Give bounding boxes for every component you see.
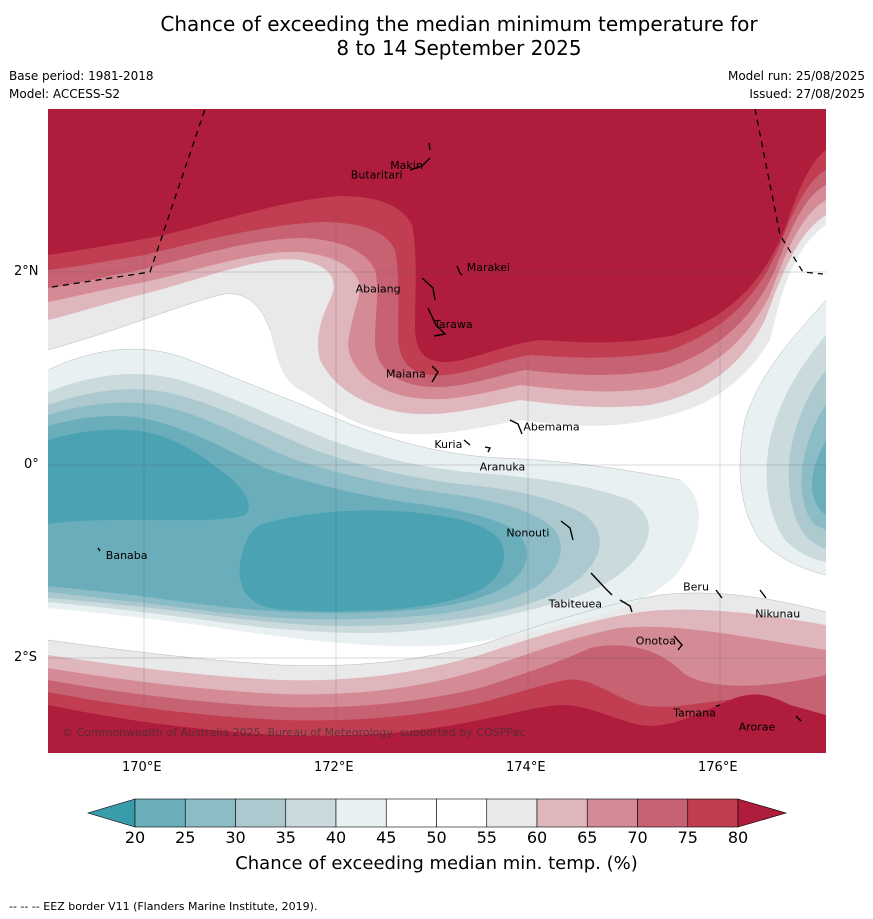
colorbar-segment [637, 798, 689, 828]
colorbar-segment [536, 798, 588, 828]
lon-label-172e: 172°E [314, 760, 354, 775]
place-label-arorae: Arorae [739, 721, 776, 734]
place-label-butaritari: Butaritari [351, 169, 403, 182]
place-label-tamana: Tamana [672, 706, 716, 719]
warm-contour-80 [48, 109, 826, 362]
colorbar-segment [436, 798, 488, 828]
colorbar-tick-label: 25 [175, 828, 196, 847]
model-run-text: Model run: 25/08/2025 [727, 69, 865, 83]
model-text: Model: ACCESS-S2 [9, 87, 121, 101]
colorbar-tick-label: 55 [476, 828, 497, 847]
lon-label-170e: 170°E [122, 760, 162, 775]
colorbar-tick-label: 70 [627, 828, 648, 847]
base-period-text: Base period: 1981-2018 [9, 69, 154, 83]
colorbar-tick-label: 80 [727, 828, 749, 847]
south-warm-80 [48, 694, 826, 753]
colorbar-tick-label: 40 [325, 828, 347, 847]
colorbar-tick-label: 60 [526, 828, 548, 847]
colorbar-tick-label: 75 [677, 828, 698, 847]
island-outlines [97, 142, 802, 722]
colorbar-extend-high [737, 798, 788, 828]
colorbar-extend-low [86, 798, 136, 828]
title-line-1: Chance of exceeding the median minimum t… [160, 12, 758, 36]
gridlines [48, 109, 826, 753]
colorbar-tick-label: 65 [577, 828, 598, 847]
lat-label-2n: 2°N [14, 264, 39, 279]
place-label-kuria: Kuria [434, 438, 462, 451]
cool-contour-20 [48, 429, 504, 612]
meta-left: Base period: 1981-2018 Model: ACCESS-S2 [9, 67, 154, 103]
place-label-marakei: Marakei [467, 261, 510, 274]
colorbar-segment [335, 798, 387, 828]
place-label-banaba: Banaba [106, 549, 148, 562]
eez-border [51, 109, 824, 288]
place-label-nikunau: Nikunau [755, 607, 800, 620]
colorbar-segment [184, 798, 236, 828]
lon-label-174e: 174°E [506, 760, 546, 775]
east-cool-25 [812, 440, 826, 515]
colorbar-tick-label: 35 [275, 828, 296, 847]
lon-label-176e: 176°E [698, 760, 738, 775]
place-label-abaiang: Abaiang [356, 282, 401, 295]
title-line-2: 8 to 14 September 2025 [336, 36, 582, 60]
place-label-onotoa: Onotoa [636, 635, 676, 648]
lat-label-2s: 2°S [14, 650, 38, 665]
place-label-abemama: Abemama [523, 420, 579, 433]
colorbar-segment [134, 798, 186, 828]
place-label-makin: Makin [390, 159, 423, 172]
place-label-aranuka: Aranuka [480, 461, 526, 474]
colorbar-segment [687, 798, 739, 828]
contour-lines [48, 293, 826, 666]
place-label-beru: Beru [683, 580, 709, 593]
place-label-nonouti: Nonouti [506, 527, 549, 540]
place-label-maiana: Maiana [386, 367, 426, 380]
place-label-tarawa: Tarawa [433, 318, 473, 331]
meta-right: Model run: 25/08/2025 Issued: 27/08/2025 [728, 67, 865, 103]
copyright-text: © Commonwealth of Australia 2025, Bureau… [62, 726, 525, 739]
colorbar-segment [486, 798, 538, 828]
colorbar-tick-label: 50 [426, 828, 447, 847]
chart-title: Chance of exceeding the median minimum t… [0, 12, 873, 60]
place-label-tabiteuea: Tabiteuea [548, 597, 602, 610]
lat-label-0: 0° [24, 457, 39, 472]
colorbar-tick-label: 45 [376, 828, 397, 847]
issued-text: Issued: 27/08/2025 [749, 87, 865, 101]
footer-note: -- -- -- EEZ border V11 (Flanders Marine… [9, 900, 318, 913]
colorbar [86, 798, 788, 828]
colorbar-segment [586, 798, 638, 828]
colorbar-label: Chance of exceeding median min. temp. (%… [235, 853, 638, 874]
colorbar-segment [235, 798, 287, 828]
colorbar-segment [385, 798, 437, 828]
colorbar-tick-label: 30 [225, 828, 246, 847]
colorbar-tick-label: 20 [124, 828, 146, 847]
colorbar-segment [285, 798, 337, 828]
